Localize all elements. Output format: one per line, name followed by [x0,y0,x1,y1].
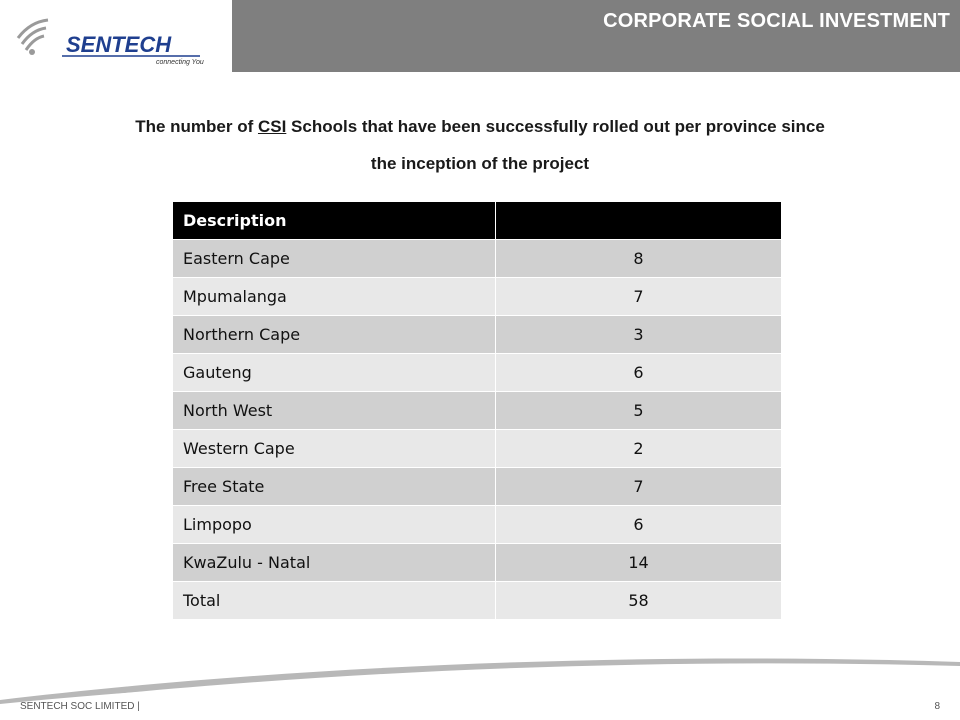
page-number: 8 [934,701,940,712]
province-cell: Eastern Cape [172,239,496,278]
slide-subtitle: The number of CSI Schools that have been… [20,108,940,182]
subtitle-line-2: the inception of the project [370,154,590,173]
count-cell: 8 [495,239,782,278]
wifi-signal-icon: SENTECH connecting You [16,18,204,66]
table-row: Free State 7 [172,467,782,506]
table-row: Northern Cape 3 [172,315,782,354]
table-row: KwaZulu - Natal 14 [172,543,782,582]
count-cell: 2 [495,429,782,468]
table-header-row: Description [172,201,782,240]
subtitle-line-1: The number of CSI Schools that have been… [20,108,940,145]
count-cell: 7 [495,467,782,506]
count-cell: 5 [495,391,782,430]
province-cell: Western Cape [172,429,496,468]
province-cell: Limpopo [172,505,496,544]
total-value-cell: 58 [495,581,782,620]
table-header-description: Description [172,201,496,240]
sentech-logo: SENTECH connecting You [0,0,232,72]
header-bar: CORPORATE SOCIAL INVESTMENT [232,0,960,72]
count-cell: 7 [495,277,782,316]
page-title: CORPORATE SOCIAL INVESTMENT [603,10,950,32]
footer-company: SENTECH SOC LIMITED | [20,701,140,712]
logo-tagline: connecting You [156,59,204,66]
count-cell: 3 [495,315,782,354]
table-row: Western Cape 2 [172,429,782,468]
province-cell: Mpumalanga [172,277,496,316]
subtitle-post: Schools that have been successfully roll… [286,117,825,136]
count-cell: 6 [495,353,782,392]
count-cell: 6 [495,505,782,544]
table-row: Limpopo 6 [172,505,782,544]
subtitle-underlined: CSI [257,117,287,136]
subtitle-pre: The number of [135,117,258,136]
total-label-cell: Total [172,581,496,620]
count-cell: 14 [495,543,782,582]
table-header-value [495,201,782,240]
province-cell: Free State [172,467,496,506]
province-cell: North West [172,391,496,430]
table-row: North West 5 [172,391,782,430]
table-row: Gauteng 6 [172,353,782,392]
table-row: Eastern Cape 8 [172,239,782,278]
province-cell: KwaZulu - Natal [172,543,496,582]
table-row: Mpumalanga 7 [172,277,782,316]
footer-swoosh [0,658,960,720]
province-cell: Gauteng [172,353,496,392]
schools-table: Description Eastern Cape 8 Mpumalanga 7 No… [172,201,782,620]
logo-wordmark: SENTECH [66,32,172,57]
table-row-total: Total 58 [172,581,782,620]
province-cell: Northern Cape [172,315,496,354]
